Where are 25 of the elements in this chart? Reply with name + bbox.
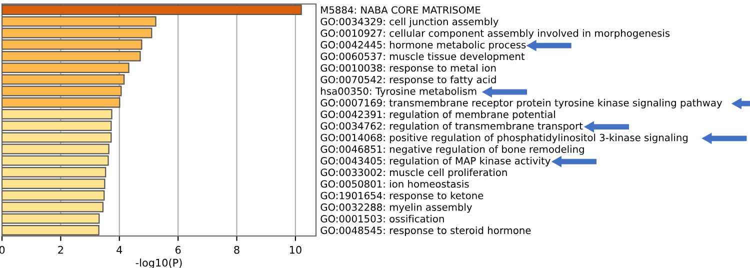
y-tick-label: GO:0042391: regulation of membrane potential bbox=[320, 110, 555, 120]
x-tick-label: 8 bbox=[234, 246, 240, 254]
y-tick-label: GO:0010927: cellular component assembly involved in morphogenesis bbox=[320, 29, 670, 39]
y-tick-label: GO:1901654: response to ketone bbox=[320, 192, 484, 202]
y-tick-label: GO:0046851: negative regulation of bone remodeling bbox=[320, 145, 584, 155]
y-tick-label: M5884: NABA CORE MATRISOME bbox=[321, 6, 480, 14]
y-tick-label: GO:0001503: ossification bbox=[320, 214, 444, 222]
y-tick-label: GO:0034329: cell junction assembly bbox=[320, 18, 498, 28]
x-tick-label: 2 bbox=[58, 246, 63, 254]
y-tick-label: GO:0007169: transmembrane receptor protein tyrosine kinase signaling pathway bbox=[320, 98, 722, 108]
y-tick-label: GO:0034762: regulation of transmembrane transport bbox=[320, 122, 583, 132]
y-tick-label: GO:0042445: hormone metabolic process bbox=[320, 40, 526, 50]
y-tick-label: GO:0050801: ion homeostasis bbox=[320, 180, 469, 188]
y-tick-label: GO:0070542: response to fatty acid bbox=[320, 76, 496, 86]
y-tick-label: GO:0033002: muscle cell proliferation bbox=[320, 168, 507, 178]
y-tick-label: GO:0014068: positive regulation of phosphatidylinositol 3-kinase signaling bbox=[320, 134, 688, 144]
x-tick-label: 10 bbox=[290, 246, 302, 254]
y-tick-label: hsa00350: Tyrosine metabolism bbox=[321, 87, 476, 97]
y-tick-label: GO:0043405: regulation of MAP kinase activity bbox=[320, 156, 550, 166]
y-tick-label: GO:0032288: myelin assembly bbox=[320, 203, 472, 213]
x-tick-label: 6 bbox=[175, 246, 181, 254]
x-tick-label: 4 bbox=[116, 246, 122, 254]
y-tick-label: GO:0060537: muscle tissue development bbox=[320, 52, 525, 62]
y-tick-label: GO:0010038: response to metal ion bbox=[320, 64, 496, 74]
y-tick-label: GO:0048545: response to steroid hormone bbox=[320, 226, 531, 236]
